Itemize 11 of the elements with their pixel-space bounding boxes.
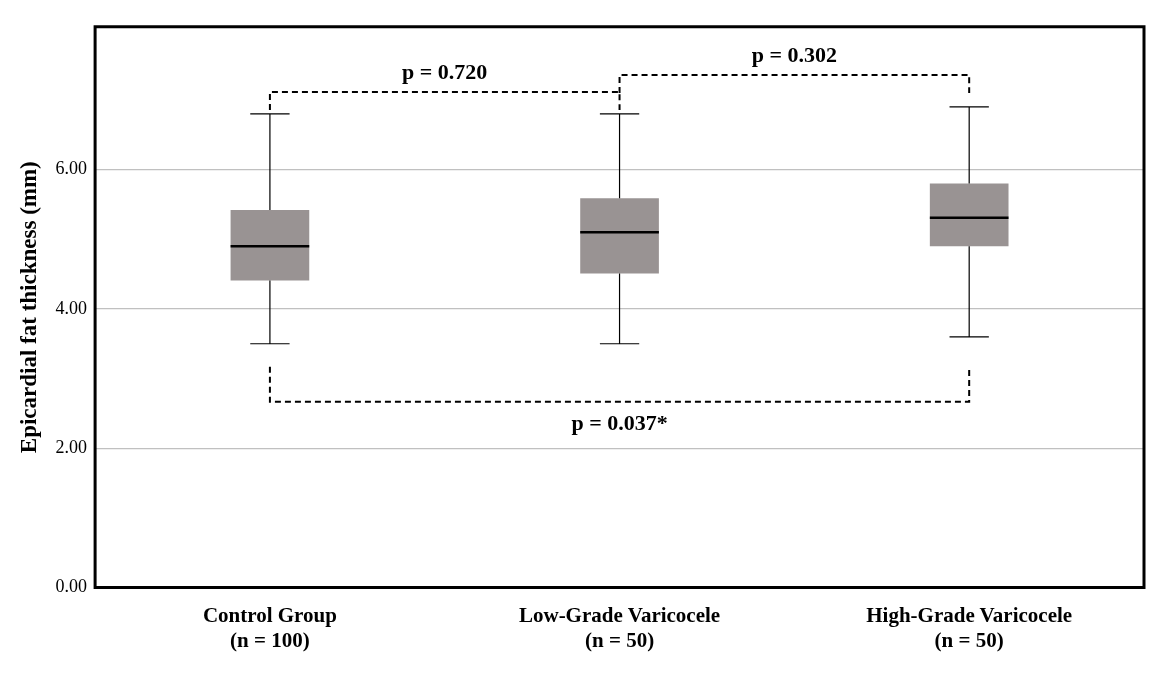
y-tick-label: 0.00	[55, 576, 88, 597]
x-tick-label: Low-Grade Varicocele (n = 50)	[518, 602, 721, 652]
y-axis-title: Epicardial fat thickness (mm)	[15, 161, 41, 454]
x-tick-label: Control Group (n = 100)	[202, 602, 337, 652]
annotation: p = 0.302	[751, 41, 838, 67]
y-tick-label: 4.00	[55, 297, 88, 318]
annotation: p = 0.037*	[571, 410, 668, 436]
y-tick-label: 6.00	[55, 158, 88, 179]
x-tick-label: High-Grade Varicocele (n = 50)	[866, 602, 1073, 652]
annotation: p = 0.720	[402, 58, 488, 84]
y-tick-label: 2.00	[55, 437, 88, 458]
